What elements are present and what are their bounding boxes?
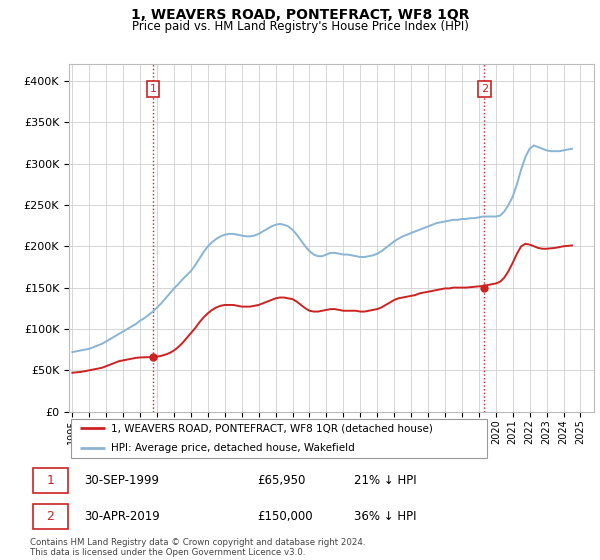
Text: £150,000: £150,000 (257, 510, 313, 523)
Text: 21% ↓ HPI: 21% ↓ HPI (354, 474, 416, 487)
Text: Price paid vs. HM Land Registry's House Price Index (HPI): Price paid vs. HM Land Registry's House … (131, 20, 469, 32)
Text: 36% ↓ HPI: 36% ↓ HPI (354, 510, 416, 523)
Text: 1: 1 (149, 84, 157, 94)
Text: 30-APR-2019: 30-APR-2019 (84, 510, 160, 523)
Text: £65,950: £65,950 (257, 474, 305, 487)
Text: 1: 1 (47, 474, 55, 487)
FancyBboxPatch shape (33, 504, 68, 529)
FancyBboxPatch shape (33, 468, 68, 493)
Text: 30-SEP-1999: 30-SEP-1999 (84, 474, 159, 487)
Text: 2: 2 (481, 84, 488, 94)
Text: 1, WEAVERS ROAD, PONTEFRACT, WF8 1QR: 1, WEAVERS ROAD, PONTEFRACT, WF8 1QR (131, 8, 469, 22)
Text: HPI: Average price, detached house, Wakefield: HPI: Average price, detached house, Wake… (111, 444, 355, 453)
Text: 1, WEAVERS ROAD, PONTEFRACT, WF8 1QR (detached house): 1, WEAVERS ROAD, PONTEFRACT, WF8 1QR (de… (111, 423, 433, 433)
FancyBboxPatch shape (71, 419, 487, 458)
Text: 2: 2 (47, 510, 55, 523)
Text: Contains HM Land Registry data © Crown copyright and database right 2024.
This d: Contains HM Land Registry data © Crown c… (30, 538, 365, 557)
